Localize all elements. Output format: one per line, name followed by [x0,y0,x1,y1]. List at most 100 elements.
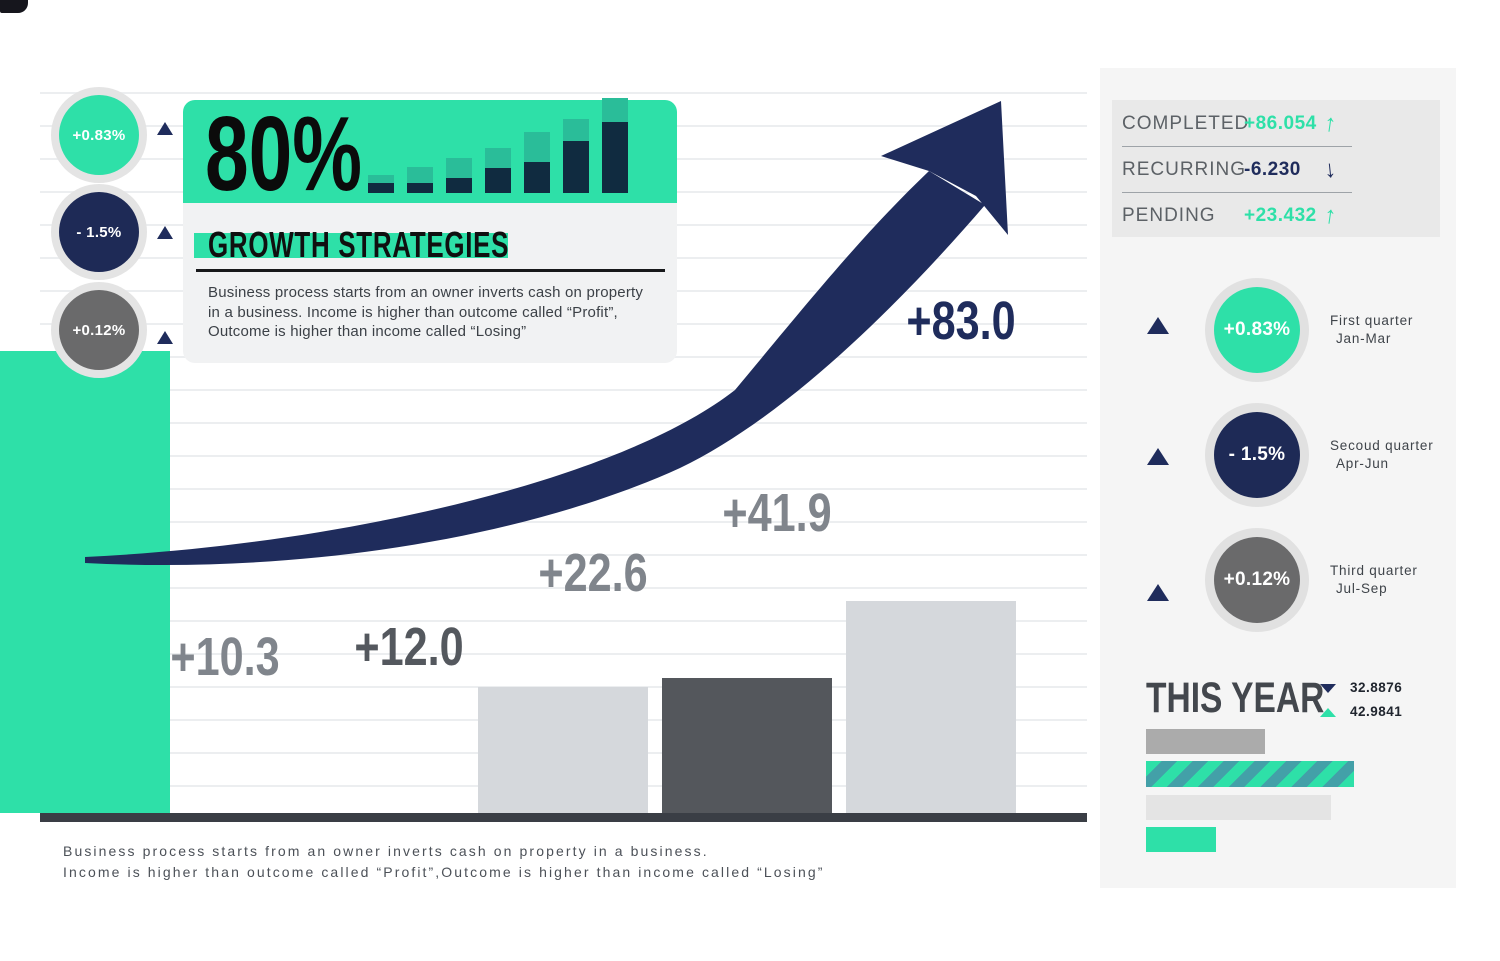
badge-value: +0.12% [72,321,126,339]
badge-circle: - 1.5% [59,192,139,272]
this-year-bar-hatched [1146,761,1354,787]
quarter-title: First quarter [1330,313,1414,328]
this-year-bar [1146,795,1331,820]
up-arrow-icon: ↑ [1322,201,1338,230]
triangle-up-icon [1320,708,1336,717]
badge-first-quarter: +0.83% [51,87,147,183]
quarter-circle: +0.83% [1214,287,1300,373]
mini-bar-teal-segment [407,167,433,183]
quarter-value: +0.83% [1223,319,1291,340]
hero-description-line: in a business. Income is higher than out… [208,303,618,321]
badge-circle: +0.12% [59,290,139,370]
hero-card [183,203,677,363]
legend-value: 32.8876 [1350,680,1403,695]
triangle-up-icon [1147,584,1169,601]
stat-row-pending: PENDING +23.432 ↑ [1112,195,1440,237]
stat-row-completed: COMPLETED +86.054 ↑ [1112,103,1440,145]
chart-bar [0,351,170,813]
footnote: Business process starts from an owner in… [63,841,825,883]
mini-bar [446,158,472,193]
stat-label: RECURRING [1122,159,1247,180]
corner-notch [0,0,28,13]
title-highlight [194,233,508,258]
divider [1122,192,1352,193]
chart-bar [662,678,832,813]
badge-third-quarter: +0.12% [51,282,147,378]
triangle-up-icon [1147,317,1169,334]
this-year-bar [1146,729,1265,754]
mini-bar [368,175,394,193]
mini-bar [563,119,589,193]
quarter-circle: +0.12% [1214,537,1300,623]
triangle-up-icon [1147,448,1169,465]
bar-value-label: +10.3 [170,627,280,687]
mini-bar [485,148,511,193]
mini-bar-teal-segment [524,132,550,162]
quarter-label: First quarter Jan-Mar [1330,312,1470,348]
mini-bar-teal-segment [368,175,394,183]
quarter-title: Secoud quarter [1330,438,1434,453]
hero-big-percent: 80% [205,95,362,213]
quarter-value: +0.12% [1223,569,1291,590]
hero-description-line: Business process starts from an owner in… [208,284,644,301]
quarter-badge-first: +0.83% [1205,278,1309,382]
hero-description: Business process starts from an owner in… [208,283,658,342]
quarter-label: Secoud quarter Apr-Jun [1330,437,1470,473]
up-arrow-icon: ↑ [1322,109,1338,138]
growth-arrow-icon [85,101,1008,566]
triangle-up-icon [157,122,173,135]
mini-bar-teal-segment [563,119,589,141]
mini-bar-teal-segment [485,148,511,168]
badge-circle: +0.83% [59,95,139,175]
bar-value-label: +12.0 [354,617,464,677]
quarter-range: Jan-Mar [1336,331,1392,346]
badge-second-quarter: - 1.5% [51,184,147,280]
mini-bar-dark-segment [446,178,472,193]
chart-bar [478,687,648,813]
this-year-title: THIS YEAR [1146,674,1325,722]
mini-bar-dark-segment [602,122,628,193]
quarter-badge-third: +0.12% [1205,528,1309,632]
bar-value-label: +83.0 [906,291,1016,351]
stat-label: PENDING [1122,205,1216,226]
hero-banner: 80% [183,95,677,213]
bar-value-label: +22.6 [538,543,648,603]
mini-bar-dark-segment [485,168,511,193]
triangle-up-icon [157,331,173,344]
title-underline [196,269,665,272]
stat-value: -6.230 [1244,159,1301,180]
chart-bar [846,601,1016,813]
stats-panel: COMPLETED +86.054 ↑ RECURRING -6.230 ↓ P… [1112,100,1440,237]
stat-row-recurring: RECURRING -6.230 ↓ [1112,149,1440,191]
page-title: GROWTH STRATEGIES [208,224,510,265]
mini-bar-dark-segment [407,183,433,193]
divider [1122,146,1352,147]
mini-bar [602,98,628,193]
mini-bar-dark-segment [368,183,394,193]
triangle-down-icon [1320,684,1336,693]
down-arrow-icon: ↓ [1322,155,1338,184]
badge-value: +0.83% [72,126,126,144]
bar-value-label: +41.9 [722,483,832,543]
mini-bar [407,167,433,193]
quarter-title: Third quarter [1330,563,1418,578]
footnote-line: Business process starts from an owner in… [63,843,709,859]
footnote-line: Income is higher than outcome called “Pr… [63,864,825,880]
hero-description-line: Outcome is higher than income called “Lo… [208,323,527,340]
mini-bar-teal-segment [446,158,472,178]
mini-bar-dark-segment [563,141,589,193]
quarter-circle: - 1.5% [1214,412,1300,498]
stat-value: +23.432 [1244,205,1317,226]
quarter-badge-second: - 1.5% [1205,403,1309,507]
quarter-label: Third quarter Jul-Sep [1330,562,1470,598]
quarter-range: Jul-Sep [1336,581,1388,596]
this-year-bar [1146,827,1216,852]
mini-bar-chart [368,98,631,193]
quarter-value: - 1.5% [1228,444,1286,465]
mini-bar-dark-segment [524,162,550,193]
badge-value: - 1.5% [76,223,122,241]
legend-value: 42.9841 [1350,704,1403,719]
triangle-up-icon [157,226,173,239]
stat-label: COMPLETED [1122,113,1250,134]
